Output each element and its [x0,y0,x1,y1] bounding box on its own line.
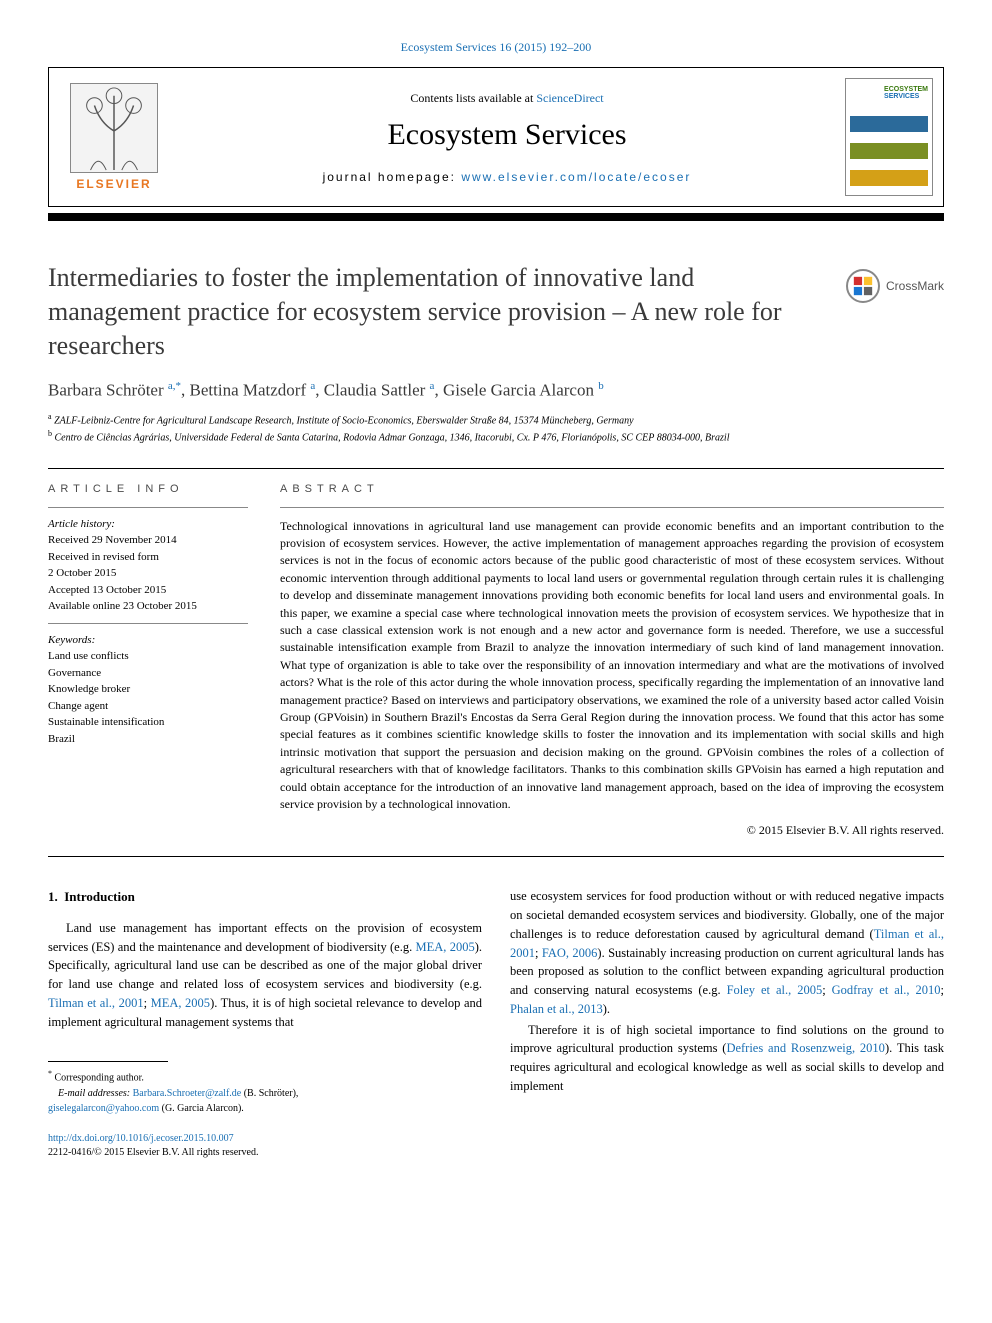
body-column-right: use ecosystem services for food producti… [510,887,944,1159]
p2-t6: ). [603,1002,610,1016]
doi-link[interactable]: http://dx.doi.org/10.1016/j.ecoser.2015.… [48,1133,234,1144]
section-title: Introduction [64,889,135,904]
author-4-marks[interactable]: b [598,380,604,392]
crossmark-badge[interactable]: CrossMark [846,261,944,303]
email-label: E-mail addresses: [58,1088,133,1099]
history-line-2: 2 October 2015 [48,565,248,582]
ref-fao-2006[interactable]: FAO, 2006 [542,946,598,960]
author-2: Bettina Matzdorf [190,381,307,400]
p2-t4: ; [822,983,831,997]
section-number: 1. [48,889,58,904]
ref-godfray-2010[interactable]: Godfray et al., 2010 [832,983,941,997]
info-rule-2 [48,623,248,624]
journal-title: Ecosystem Services [387,118,626,152]
author-3-marks[interactable]: a [430,380,435,392]
cover-bar-1 [850,116,928,132]
homepage-label: journal homepage: [323,170,462,184]
history-line-3: Accepted 13 October 2015 [48,582,248,599]
homepage-url[interactable]: www.elsevier.com/locate/ecoser [461,170,691,184]
affiliation-b: Centro de Ciências Agrárias, Universidad… [55,433,730,444]
keyword-3: Change agent [48,698,248,715]
ref-mea-2005-b[interactable]: MEA, 2005 [151,996,210,1010]
cover-bar-3 [850,170,928,186]
journal-cover-thumb: ECOSYSTEM SERVICES [845,78,933,196]
affiliations: a ZALF-Leibniz-Centre for Agricultural L… [48,411,944,446]
author-4: Gisele Garcia Alarcon [443,381,594,400]
header-center: Contents lists available at ScienceDirec… [179,68,835,206]
rule-top [48,468,944,469]
header-divider-bar [48,213,944,221]
keyword-1: Governance [48,665,248,682]
intro-paragraph-1-cont: use ecosystem services for food producti… [510,887,944,1018]
info-rule-1 [48,507,248,508]
history-label: Article history: [48,516,248,533]
crossmark-icon [846,269,880,303]
ref-defries-2010[interactable]: Defries and Rosenzweig, 2010 [726,1041,885,1055]
abstract-copyright: © 2015 Elsevier B.V. All rights reserved… [280,823,944,838]
author-3: Claudia Sattler [324,381,426,400]
ref-foley-2005[interactable]: Foley et al., 2005 [727,983,823,997]
keyword-5: Brazil [48,731,248,748]
keywords-label: Keywords: [48,632,248,649]
sciencedirect-link[interactable]: ScienceDirect [536,91,603,105]
email-1[interactable]: Barbara.Schroeter@zalf.de [133,1088,242,1099]
ref-tilman-2001[interactable]: Tilman et al., 2001 [48,996,144,1010]
corresponding-author: Corresponding author. [55,1073,144,1084]
elsevier-tree-icon [70,83,158,173]
ref-phalan-2013[interactable]: Phalan et al., 2013 [510,1002,603,1016]
doi-block: http://dx.doi.org/10.1016/j.ecoser.2015.… [48,1132,482,1160]
keyword-4: Sustainable intensification [48,714,248,731]
email-1-who: (B. Schröter), [241,1088,298,1099]
contents-prefix: Contents lists available at [410,91,536,105]
history-line-0: Received 29 November 2014 [48,532,248,549]
citation-link[interactable]: Ecosystem Services 16 (2015) 192–200 [401,40,592,54]
keyword-2: Knowledge broker [48,681,248,698]
abstract-rule [280,507,944,508]
article-info-heading: ARTICLE INFO [48,483,248,495]
email-2[interactable]: giselegalarcon@yahoo.com [48,1103,159,1114]
author-2-marks[interactable]: a [310,380,315,392]
cover-bar-2 [850,143,928,159]
citation-top: Ecosystem Services 16 (2015) 192–200 [48,40,944,55]
p2-t2: ; [535,946,542,960]
issn-copyright: 2212-0416/© 2015 Elsevier B.V. All right… [48,1146,482,1160]
affiliation-a: ZALF-Leibniz-Centre for Agricultural Lan… [54,415,633,426]
section-1-heading: 1. Introduction [48,887,482,907]
history-line-4: Available online 23 October 2015 [48,598,248,615]
keyword-0: Land use conflicts [48,648,248,665]
ref-mea-2005[interactable]: MEA, 2005 [416,940,475,954]
rule-bottom [48,856,944,857]
p1-t3: ; [144,996,151,1010]
journal-header: ELSEVIER Contents lists available at Sci… [48,67,944,207]
article-title: Intermediaries to foster the implementat… [48,261,846,362]
journal-homepage-line: journal homepage: www.elsevier.com/locat… [323,170,692,184]
abstract-heading: ABSTRACT [280,483,944,495]
abstract-text: Technological innovations in agricultura… [280,518,944,814]
author-1-marks[interactable]: a,* [168,380,181,392]
email-2-who: (G. Garcia Alarcon). [159,1103,244,1114]
body-column-left: 1. Introduction Land use management has … [48,887,482,1159]
crossmark-label: CrossMark [886,279,944,293]
contents-lists-line: Contents lists available at ScienceDirec… [410,91,603,106]
intro-paragraph-2: Therefore it is of high societal importa… [510,1021,944,1096]
publisher-name: ELSEVIER [76,177,151,191]
article-history: Article history: Received 29 November 20… [48,516,248,748]
cover-word-ecosystem: ECOSYSTEM [884,86,928,93]
footnote-rule [48,1061,168,1062]
footnotes: * Corresponding author. E-mail addresses… [48,1068,482,1115]
history-line-1: Received in revised form [48,549,248,566]
author-list: Barbara Schröter a,*, Bettina Matzdorf a… [48,380,944,401]
author-1: Barbara Schröter [48,381,164,400]
publisher-logo-cell: ELSEVIER [49,68,179,206]
cover-word-services: SERVICES [884,93,928,100]
journal-cover-cell: ECOSYSTEM SERVICES [835,68,943,206]
p2-t5: ; [941,983,944,997]
intro-paragraph-1: Land use management has important effect… [48,919,482,1032]
